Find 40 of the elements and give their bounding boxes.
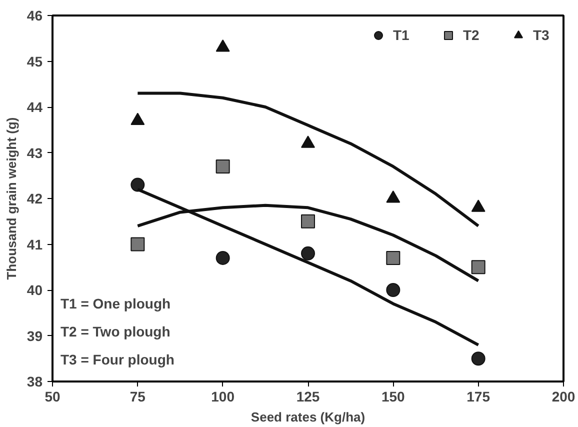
x-tick-label: 75 [130,388,146,404]
y-tick-label: 39 [26,328,43,344]
x-tick-label: 100 [211,388,235,404]
x-tick-label: 125 [296,388,320,404]
x-tick-label: 50 [44,388,60,404]
point [130,178,145,192]
point [301,214,315,228]
point [471,260,486,274]
x-tick-label: 150 [381,388,406,404]
point [386,283,400,297]
x-axis-title: Seed rates (Kg/ha) [250,410,366,424]
point [301,246,315,260]
point [216,159,230,174]
annotation: T1 = One plough [60,296,171,312]
line-series [136,92,480,228]
legend-label: T1 [393,27,410,43]
point [216,40,230,52]
point [471,200,486,212]
point [386,250,400,265]
y-tick-label: 41 [26,236,43,252]
x-tick-label: 175 [466,388,490,404]
point [130,112,145,125]
y-tick-label: 45 [26,53,43,70]
annotation: T2 = Two plough [60,324,170,340]
point [301,136,315,148]
y-tick-label: 44 [26,99,43,115]
point [386,190,400,203]
x-tick-label: 200 [552,388,576,404]
point [130,237,145,252]
y-axis-title: Thousand grain weight (g) [4,117,19,280]
point [216,250,230,265]
point [471,352,486,366]
y-tick-label: 43 [26,144,43,161]
y-tick-label: 38 [26,374,43,390]
y-tick-label: 42 [26,190,43,206]
y-tick-label: 46 [26,8,43,24]
annotation: T3 = Four plough [60,352,174,368]
y-tick-label: 40 [26,282,43,298]
legend-label: T3 [533,27,550,43]
legend-label: T2 [463,27,480,43]
